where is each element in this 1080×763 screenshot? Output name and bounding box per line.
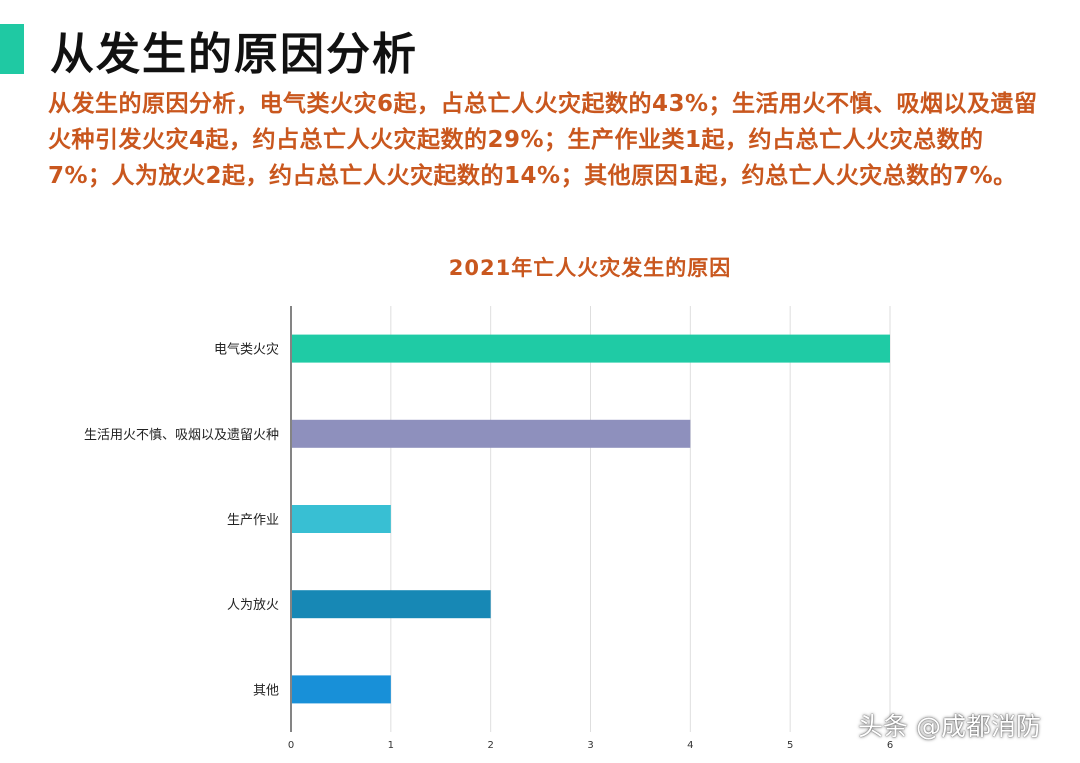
bar xyxy=(292,590,491,619)
page-heading: 从发生的原因分析 xyxy=(50,29,418,80)
x-tick-label: 6 xyxy=(887,740,893,751)
category-label: 电气类火灾 xyxy=(214,342,279,358)
category-label: 其他 xyxy=(253,683,279,698)
x-tick-label: 4 xyxy=(687,740,693,751)
x-tick-label: 1 xyxy=(388,740,394,751)
summary-paragraph: 从发生的原因分析，电气类火灾6起，占总亡人火灾起数的43%；生活用火不慎、吸烟以… xyxy=(48,91,1038,189)
x-tick-label: 0 xyxy=(288,740,294,751)
accent-bar xyxy=(0,24,24,74)
category-label: 生活用火不慎、吸烟以及遗留火种 xyxy=(84,428,279,443)
bar xyxy=(292,505,391,533)
x-tick-label: 2 xyxy=(487,740,493,751)
chart-title: 2021年亡人火灾发生的原因 xyxy=(448,256,732,280)
category-label: 人为放火 xyxy=(227,598,279,613)
x-tick-label: 3 xyxy=(587,740,593,751)
category-label: 生产作业 xyxy=(227,513,279,528)
bar xyxy=(292,334,890,363)
watermark: 头条 @成都消防 xyxy=(858,712,1041,741)
bar xyxy=(292,675,391,704)
x-tick-label: 5 xyxy=(787,740,793,751)
bar xyxy=(292,419,691,448)
